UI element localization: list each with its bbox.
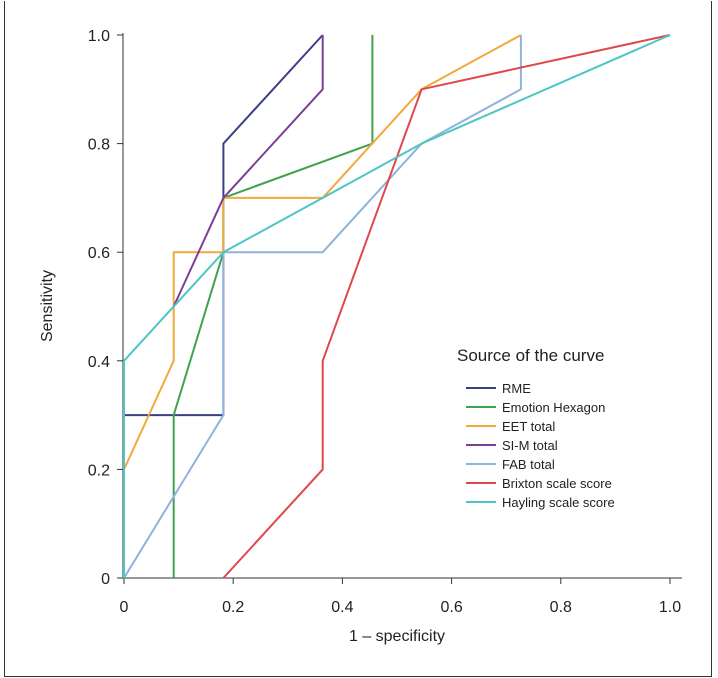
y-axis-title: Sensitivity bbox=[39, 270, 56, 342]
series-line-brixton-scale-score bbox=[222, 34, 671, 579]
legend: RME Emotion Hexagon EET total SI-M total FAB… bbox=[466, 381, 615, 510]
x-tick-label: 0 bbox=[120, 599, 129, 616]
x-tick-label: 1.0 bbox=[659, 599, 681, 616]
x-tick-label: 0.6 bbox=[440, 599, 462, 616]
x-tick-label: 0.4 bbox=[331, 599, 353, 616]
series-line-hayling-scale-score bbox=[123, 34, 671, 578]
series-layer bbox=[123, 34, 671, 579]
axes: 0 0.2 0.4 0.6 0.8 1.0 0 0.2 0.4 0.6 0.8 1.0 bbox=[88, 28, 682, 616]
series-line-fab-total bbox=[123, 35, 522, 579]
series-line-si-m-total bbox=[172, 35, 324, 307]
legend-label-si-m-total: SI-M total bbox=[502, 438, 558, 453]
y-tick-label: 1.0 bbox=[88, 28, 110, 45]
y-tick-label: 0.4 bbox=[88, 354, 110, 371]
x-tick-label: 0.2 bbox=[222, 599, 244, 616]
legend-label-fab-total: FAB total bbox=[502, 457, 555, 472]
y-tick-label: 0.6 bbox=[88, 245, 110, 262]
legend-label-brixton-scale-score: Brixton scale score bbox=[502, 476, 612, 491]
x-tick-label: 0.8 bbox=[550, 599, 572, 616]
legend-label-hayling-scale-score: Hayling scale score bbox=[502, 495, 615, 510]
y-tick-label: 0 bbox=[101, 571, 110, 588]
y-tick-label: 0.2 bbox=[88, 462, 110, 479]
x-axis-title: 1 – specificity bbox=[349, 628, 445, 645]
legend-label-emotion-hexagon: Emotion Hexagon bbox=[502, 400, 605, 415]
series-line-eet-total bbox=[123, 34, 522, 470]
legend-label-rme: RME bbox=[502, 381, 531, 396]
figure-frame bbox=[4, 1, 712, 677]
legend-label-eet-total: EET total bbox=[502, 419, 555, 434]
y-tick-label: 0.8 bbox=[88, 137, 110, 154]
legend-title: Source of the curve bbox=[457, 346, 604, 365]
